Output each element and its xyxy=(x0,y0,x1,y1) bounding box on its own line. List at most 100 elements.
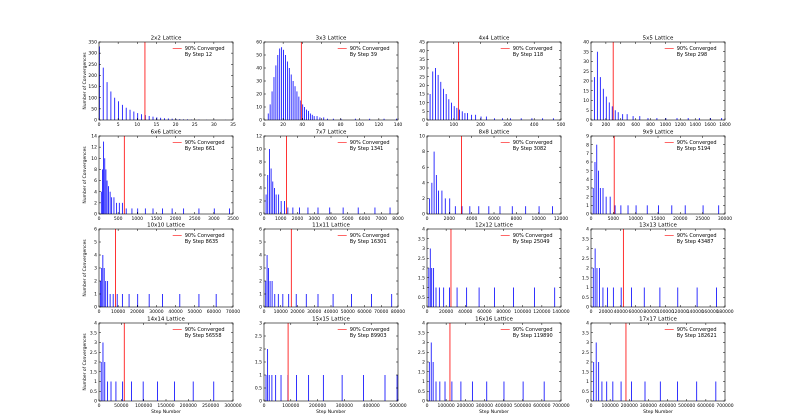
x-tick-label: 100000 xyxy=(282,403,299,409)
bar xyxy=(608,102,610,120)
bar xyxy=(283,49,284,120)
x-tick-label: 5 xyxy=(117,122,120,128)
x-tick-label: 4000 xyxy=(466,216,478,222)
bar xyxy=(435,175,437,214)
axes-frame xyxy=(263,41,399,121)
y-tick-label: 20 xyxy=(583,79,589,85)
bar xyxy=(268,375,270,401)
bar xyxy=(676,118,678,120)
x-tick-label: 3000 xyxy=(309,216,321,222)
bar xyxy=(106,82,108,120)
x-tick-label: 60000 xyxy=(477,309,491,315)
bar xyxy=(179,119,181,120)
x-tick-label: 600 xyxy=(631,122,640,128)
bar xyxy=(494,118,495,120)
x-tick-label: 20000 xyxy=(290,309,304,315)
bar xyxy=(179,294,181,307)
bar xyxy=(137,113,139,120)
x-tick-label: 140000 xyxy=(687,309,704,315)
bar xyxy=(456,107,458,120)
bar xyxy=(304,107,305,120)
y-tick-label: 6 xyxy=(422,165,425,171)
x-tick-label: 6000 xyxy=(359,216,371,222)
y-tick-label: 12 xyxy=(91,145,97,151)
bar xyxy=(288,68,290,120)
bar xyxy=(510,118,511,120)
x-tick-label: 1600 xyxy=(704,122,716,128)
bar xyxy=(478,206,480,214)
y-tick-label: 0 xyxy=(94,212,97,218)
subplot-10: 0 10000 20000 30000 40000 50000 60000 70000 8000… xyxy=(259,223,405,316)
bar xyxy=(311,114,313,120)
x-tick-label: 100 xyxy=(450,122,459,128)
y-tick-label: 4 xyxy=(422,227,425,233)
bar xyxy=(267,175,269,214)
y-tick-label: 0.5 xyxy=(418,389,425,395)
y-tick-label: 2 xyxy=(586,266,589,272)
x-tick-label: 1000 xyxy=(275,216,287,222)
bar xyxy=(363,375,364,401)
bar xyxy=(631,381,632,401)
bar xyxy=(391,294,393,307)
subplot-title: 9x9 Lattice xyxy=(643,130,674,136)
legend-line-2: By Step 16301 xyxy=(350,239,387,245)
x-tick-label: 80000 xyxy=(391,309,405,315)
legend-line-2: By Step 39 xyxy=(350,52,377,58)
bar xyxy=(167,118,169,120)
x-tick-label: 120000 xyxy=(533,309,550,315)
axes-frame xyxy=(98,41,234,121)
x-tick-label: 35 xyxy=(230,122,236,128)
subplot-title: 16x16 Lattice xyxy=(475,317,513,323)
bar xyxy=(266,255,268,307)
y-tick-label: 300 xyxy=(88,51,97,57)
bar xyxy=(307,207,309,214)
bar xyxy=(175,118,177,120)
bar xyxy=(614,205,616,214)
bar xyxy=(459,109,460,120)
bar xyxy=(265,194,267,214)
bar xyxy=(612,381,614,401)
bar xyxy=(198,294,200,307)
y-tick-label: 1 xyxy=(422,285,425,291)
bar xyxy=(317,294,319,307)
bar xyxy=(593,77,595,120)
x-tick-label: 0 xyxy=(263,309,266,315)
y-tick-label: 0.5 xyxy=(90,389,97,395)
y-tick-label: 9 xyxy=(586,134,589,140)
bar xyxy=(659,287,661,307)
bar xyxy=(313,116,315,120)
x-tick-label: 0 xyxy=(98,122,101,128)
y-tick-label: 3.5 xyxy=(418,330,425,336)
y-tick-label: 3 xyxy=(259,266,262,272)
y-tick-label: 0 xyxy=(422,399,425,405)
bar xyxy=(267,113,269,120)
subplot-title: 4x4 Lattice xyxy=(479,36,510,42)
bar xyxy=(687,118,689,120)
y-tick-label: 10 xyxy=(419,100,425,106)
bar xyxy=(595,342,597,401)
x-tick-label: 20000 xyxy=(130,309,144,315)
bar xyxy=(522,381,524,401)
subplot-7: 0 2000 4000 6000 8000 10000 12000 0 2 4 6 8 10 8x8 La… xyxy=(419,130,568,223)
bar xyxy=(128,294,130,307)
bar xyxy=(715,381,717,401)
legend-line-1: 90% Converged xyxy=(185,140,225,146)
x-tick-label: 400000 xyxy=(363,403,380,409)
x-tick-label: 0 xyxy=(426,403,429,409)
y-tick-label: 14 xyxy=(91,134,97,140)
subplot-16: 0 100000 200000 300000 400000 500000 600000 700… xyxy=(582,317,734,416)
y-tick-label: 0.5 xyxy=(582,389,589,395)
bar xyxy=(296,91,298,120)
subplot-6: 0 1000 2000 3000 4000 5000 6000 7000 8000 0 2 4 6 8 10… xyxy=(256,130,404,223)
y-tick-label: 2.5 xyxy=(582,256,589,262)
x-tick-label: 0 xyxy=(98,309,101,315)
x-tick-label: 20000 xyxy=(599,309,613,315)
x-tick-label: 20000 xyxy=(439,309,453,315)
bar xyxy=(274,188,275,214)
bar xyxy=(118,202,120,214)
bar xyxy=(592,188,594,214)
x-tick-label: 200000 xyxy=(180,403,197,409)
legend-line-2: By Step 1341 xyxy=(350,146,384,152)
legend-line-1: 90% Converged xyxy=(677,233,717,239)
